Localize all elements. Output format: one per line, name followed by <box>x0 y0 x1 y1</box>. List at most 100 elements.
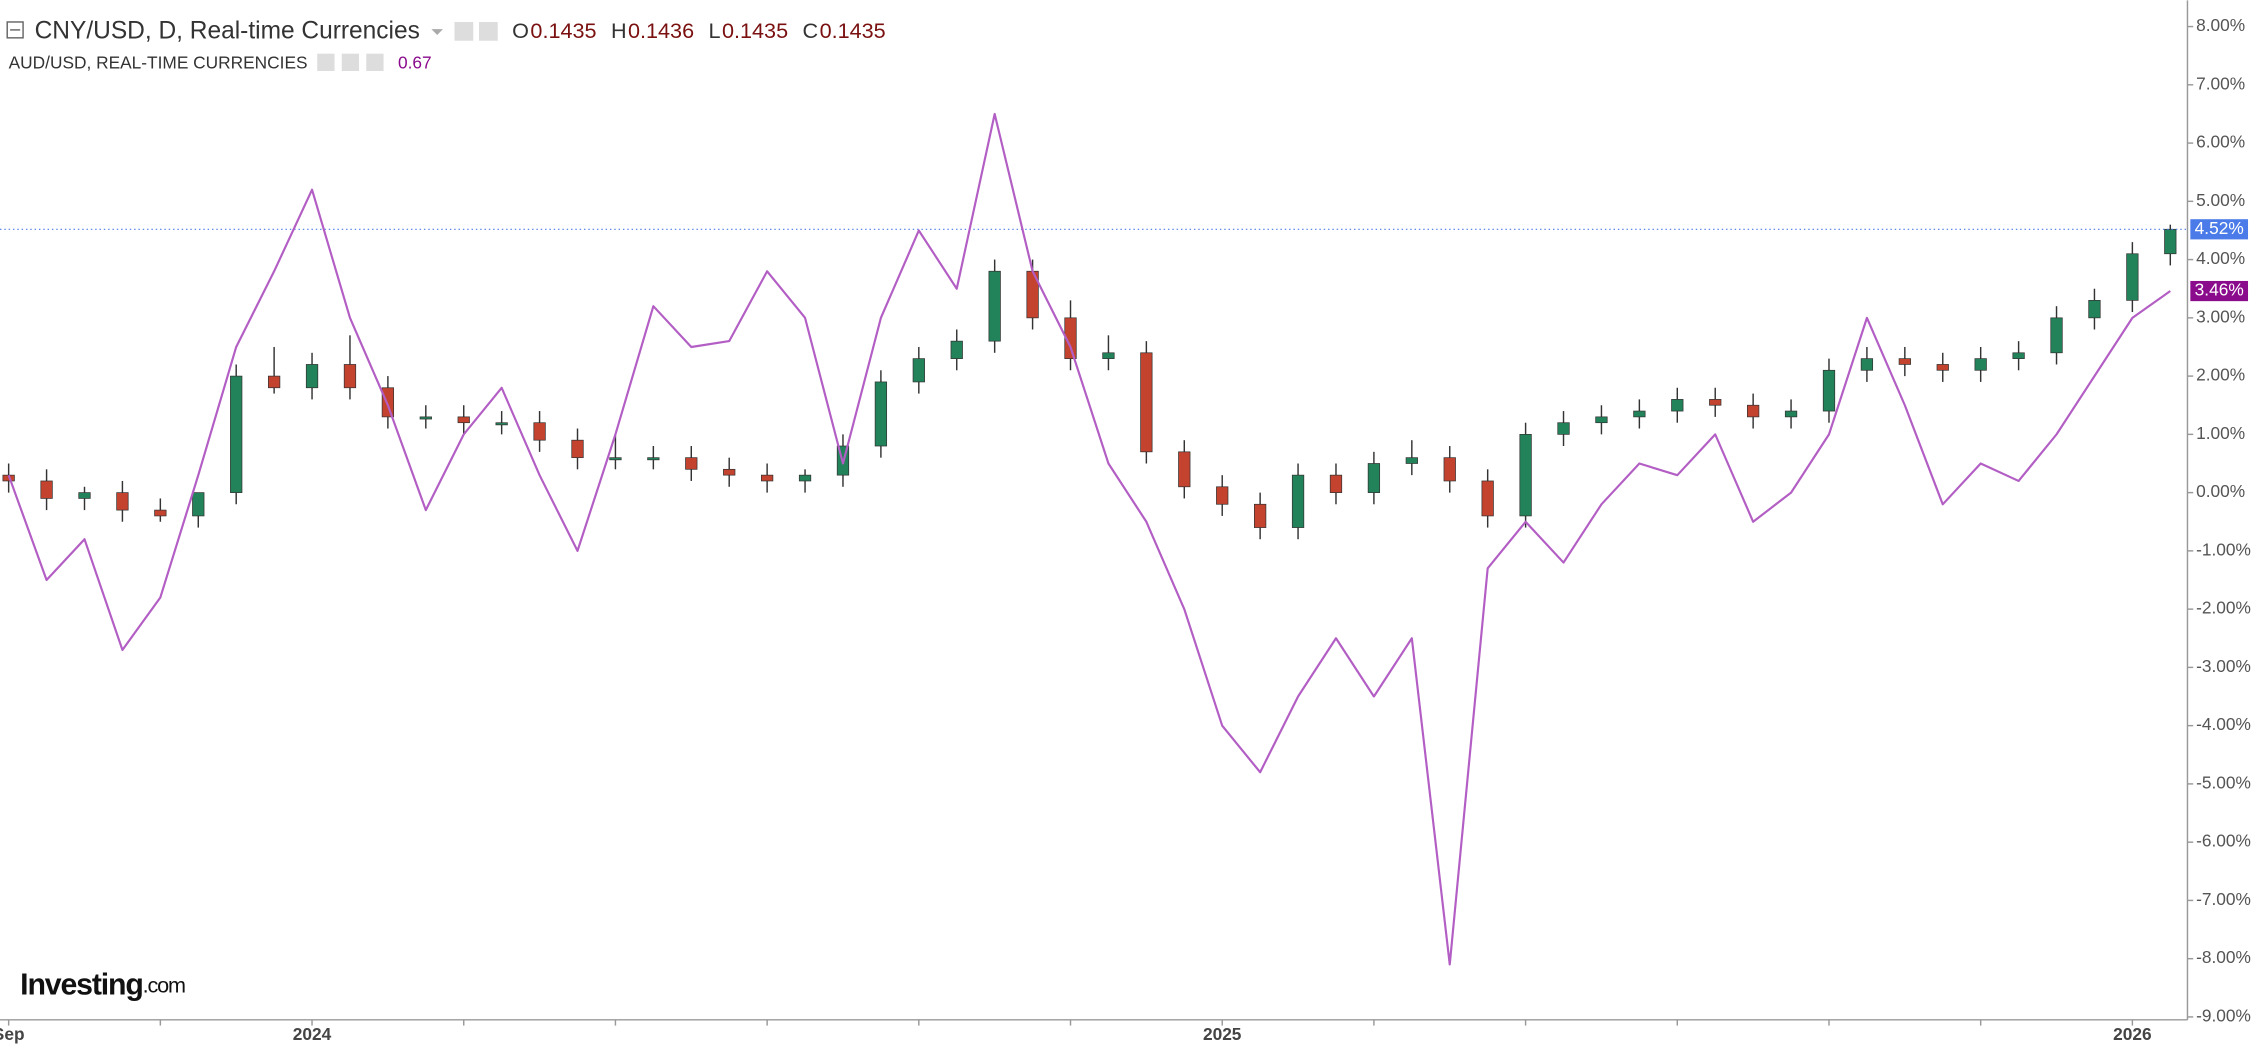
ohlc-label: L <box>709 18 721 43</box>
y-tick-label: 4.00% <box>2196 248 2245 268</box>
y-tick-label: 0.00% <box>2196 481 2245 501</box>
y-tick-label: 8.00% <box>2196 15 2245 35</box>
icon-eye[interactable] <box>317 53 335 72</box>
candle-body <box>381 387 395 418</box>
y-tick-label: 1.00% <box>2196 423 2245 443</box>
candle-body <box>874 381 888 447</box>
last-price-box <box>2190 219 2249 240</box>
series-title: CNY/USD, D, Real-time Currencies <box>35 18 420 45</box>
last-value-label: 3.46% <box>2195 280 2244 300</box>
candle-body <box>1671 399 1684 412</box>
candle-body <box>1898 358 1911 365</box>
y-tick-label: 6.00% <box>2196 132 2245 152</box>
y-tick-label: 3.00% <box>2196 306 2245 326</box>
y-tick-label: 2.00% <box>2196 365 2245 385</box>
y-tick-label: -5.00% <box>2196 772 2251 792</box>
last-price-label: 4.52% <box>2195 218 2244 238</box>
candle-body <box>116 492 129 511</box>
icon-settings[interactable] <box>341 53 360 72</box>
y-tick-label: 7.00% <box>2196 73 2245 93</box>
candle-body <box>1481 480 1494 517</box>
candle-body <box>1974 358 1987 371</box>
candle-body <box>1443 457 1456 482</box>
candle-body <box>1519 434 1532 517</box>
candle-body <box>533 422 546 441</box>
y-tick-label: 5.00% <box>2196 190 2245 210</box>
ohlc-value: 0.1435 <box>820 18 886 43</box>
logo-main: Investing <box>20 969 142 1002</box>
candle-body <box>267 375 281 389</box>
candle-body <box>1216 486 1229 505</box>
candle-body <box>1860 358 1874 371</box>
y-tick-label: -7.00% <box>2196 889 2251 909</box>
ohlc-label: H <box>611 18 627 43</box>
logo-suffix: .com <box>143 972 185 997</box>
ohlc-label: C <box>803 18 819 43</box>
candle-body <box>154 509 167 517</box>
x-tick-label: Sep <box>0 1024 25 1044</box>
candle-body <box>571 439 584 459</box>
candle-body <box>2164 228 2177 255</box>
last-value-box <box>2190 280 2249 302</box>
ohlc-value: 0.1436 <box>628 18 694 43</box>
ohlc-readout: O 0.1435 H 0.1436 L 0.1435 C 0.1435 <box>512 18 886 43</box>
candle-body <box>78 492 91 499</box>
ohlc-label: O <box>512 18 529 43</box>
ohlc-value: 0.1435 <box>722 18 788 43</box>
compare-value: 0.67 <box>398 52 432 72</box>
icon-close[interactable] <box>366 53 384 72</box>
candle-body <box>40 480 53 499</box>
candle-body <box>1709 399 1722 406</box>
candle-body <box>1784 410 1798 418</box>
candle-body <box>457 416 470 424</box>
candle-body <box>950 340 963 359</box>
candle-body <box>1747 404 1760 418</box>
ohlc-value: 0.1435 <box>530 18 596 43</box>
candle-body <box>305 364 319 389</box>
compare-title: AUD/USD, REAL-TIME CURRENCIES <box>9 52 308 72</box>
candle-body <box>1405 457 1418 464</box>
candle-body <box>1329 474 1343 493</box>
candle-body <box>1102 352 1115 359</box>
compare-line <box>7 112 2171 966</box>
candle-body <box>760 474 774 482</box>
y-tick-label: -2.00% <box>2196 598 2251 618</box>
candle-body <box>1936 364 1949 371</box>
candle-body <box>1064 317 1077 359</box>
collapse-icon[interactable] <box>6 21 24 39</box>
candle-body <box>1254 503 1267 528</box>
candle-body <box>647 457 660 461</box>
candle-body <box>1822 369 1836 412</box>
logo: Investing.com <box>20 969 185 1002</box>
candle-body <box>2088 300 2101 319</box>
candle-body <box>230 375 243 493</box>
candle-body <box>192 492 205 517</box>
y-tick-label: -1.00% <box>2196 539 2251 559</box>
candle-body <box>1367 463 1381 493</box>
x-tick-label: 2025 <box>1203 1024 1242 1044</box>
candle-body <box>1291 474 1305 528</box>
candle-body <box>2126 253 2139 301</box>
candle-body <box>343 364 357 389</box>
candle-body <box>988 270 1001 342</box>
candle-body <box>1557 422 1570 435</box>
candle-body <box>1178 451 1191 488</box>
icon-settings[interactable] <box>479 21 498 41</box>
y-tick-label: -3.00% <box>2196 656 2251 676</box>
candle-body <box>1140 352 1153 453</box>
candle-body <box>495 422 508 426</box>
candle-body <box>723 468 736 476</box>
candle-body <box>912 358 925 383</box>
candle-body <box>1633 410 1646 418</box>
candle-body <box>2050 317 2063 354</box>
x-tick-label: 2026 <box>2113 1024 2151 1044</box>
candle-body <box>609 457 622 461</box>
x-tick-label: 2024 <box>293 1024 332 1044</box>
y-tick-label: -8.00% <box>2196 947 2251 967</box>
candle-body <box>1595 416 1608 424</box>
y-tick-label: -6.00% <box>2196 831 2251 851</box>
icon-eye[interactable] <box>454 21 474 41</box>
